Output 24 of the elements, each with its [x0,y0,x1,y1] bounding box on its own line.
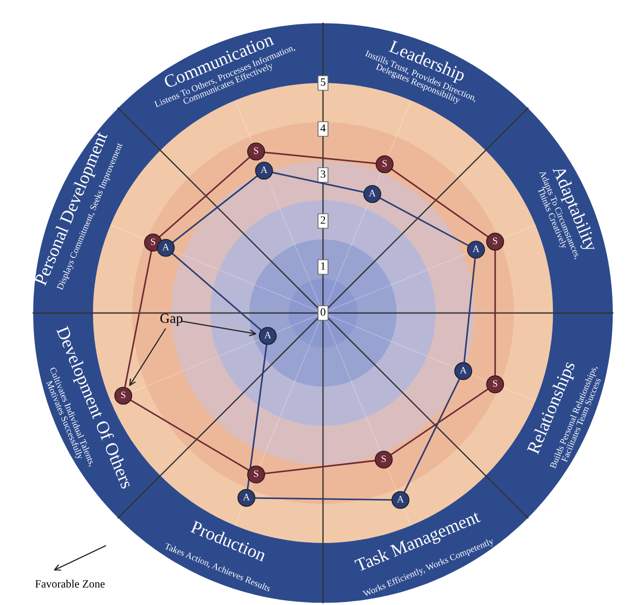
text: S [150,238,156,246]
y-tick-label: 4 [320,124,326,132]
text: A [397,496,404,502]
text: S [254,470,258,477]
y-tick-label: 5 [320,78,326,86]
text: A [368,190,376,196]
text: A [472,246,480,252]
text: S [254,147,258,154]
text: S [382,160,387,167]
text: Favorable Zone [35,580,105,588]
text: S [121,392,126,398]
y-tick-label: 0 [320,308,326,316]
text: A [264,332,272,338]
text: S [382,456,386,462]
text: A [260,166,268,173]
series-label: A [460,367,467,374]
text: A [162,244,170,250]
y-tick-label: 1 [321,262,326,270]
text: A [243,494,250,500]
series-label: S [493,380,498,387]
text: Gap [160,314,182,326]
text: S [493,238,498,244]
y-tick-label: 3 [320,170,326,178]
y-tick-label: 2 [320,216,326,224]
